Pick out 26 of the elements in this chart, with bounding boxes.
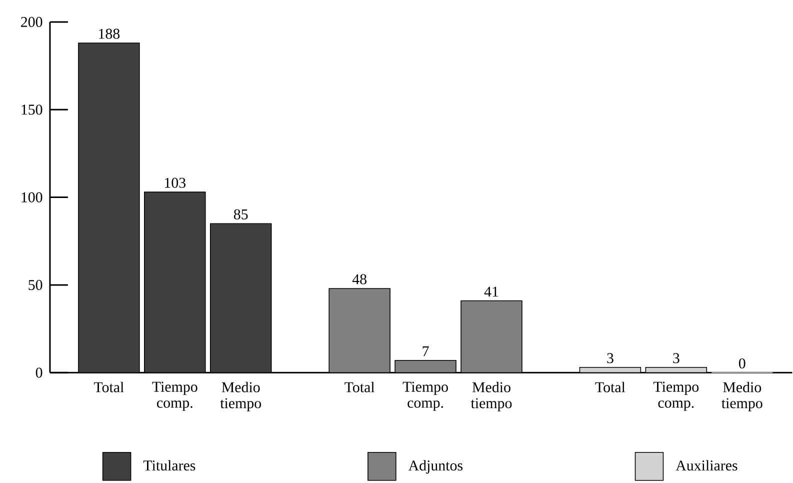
y-tick-label: 200 (21, 17, 42, 28)
y-tick-label: 0 (36, 368, 42, 378)
data-label: 85 (234, 209, 248, 220)
x-tick-label: Medio tiempo (722, 382, 762, 412)
data-label: 3 (673, 353, 680, 364)
data-label: 103 (165, 178, 186, 188)
data-label: 0 (738, 358, 746, 369)
data-label: 41 (484, 286, 498, 297)
x-tick-label: Total (94, 382, 124, 392)
legend-label: Adjuntos (408, 460, 462, 474)
data-label: 48 (352, 274, 366, 284)
x-tick-label: Medio tiempo (220, 382, 262, 412)
x-tick-label: Medio tiempo (470, 382, 512, 412)
legend-label: Titulares (143, 460, 196, 471)
x-tick-label: Tiempo comp. (653, 382, 699, 411)
x-tick-label: Tiempo comp. (402, 382, 448, 411)
data-label: 7 (422, 346, 429, 356)
x-tick-label: Total (344, 382, 375, 392)
y-tick-label: 100 (22, 192, 42, 202)
x-tick-label: Total (595, 382, 626, 392)
data-label: 188 (99, 28, 120, 39)
y-tick-label: 150 (22, 104, 42, 115)
y-tick-label: 50 (28, 280, 42, 290)
legend-label: Auxiliares (676, 460, 738, 471)
data-label: 3 (607, 353, 614, 364)
x-tick-label: Tiempo comp. (152, 382, 198, 411)
